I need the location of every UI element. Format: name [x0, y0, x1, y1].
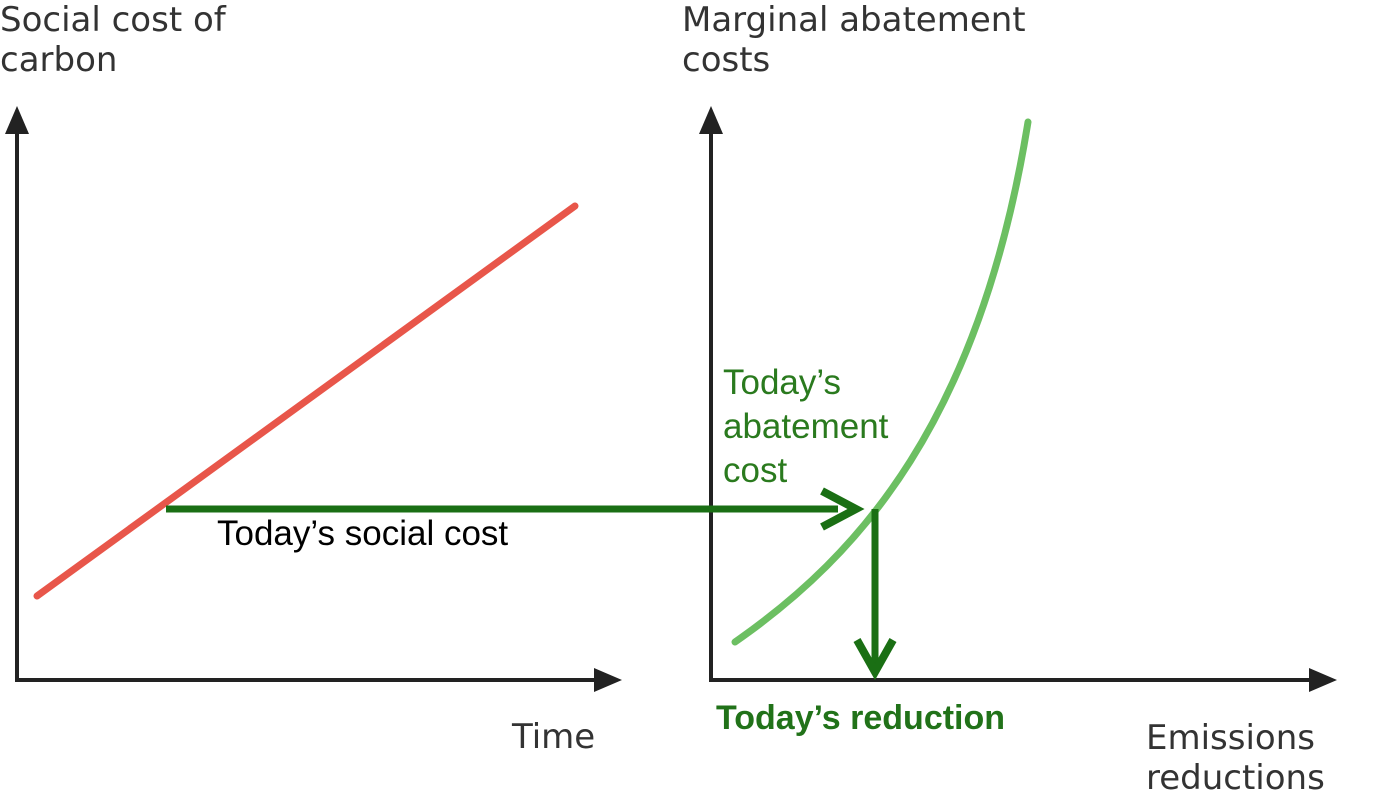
left-y-axis-title-line2: carbon: [0, 40, 118, 80]
left-y-axis-title-line1: Social cost of: [0, 0, 226, 40]
right-y-axis-arrowhead: [699, 106, 723, 134]
abatement-cost-label: Today’s abatement cost: [723, 361, 888, 493]
abatement-cost-curve: [731, 118, 1032, 646]
left-y-axis-arrowhead: [5, 106, 29, 134]
left-x-axis-title-text: Time: [512, 717, 596, 757]
right-x-axis-title: Emissions reductions: [1146, 718, 1325, 798]
social-cost-label: Today’s social cost: [217, 514, 509, 553]
right-y-axis-title-line1: Marginal abatement: [682, 0, 1026, 40]
right-x-axis-title-line1: Emissions: [1146, 718, 1315, 758]
abatement-cost-label-line3: cost: [723, 451, 788, 490]
left-x-axis-arrowhead: [594, 668, 622, 692]
reduction-arrowhead: [853, 638, 897, 681]
social-cost-line: [33, 202, 579, 600]
abatement-cost-label-line2: abatement: [723, 407, 889, 446]
right-x-axis-title-line2: reductions: [1146, 758, 1325, 798]
right-y-axis-title: Marginal abatement costs: [682, 0, 1026, 80]
reduction-label: Today’s reduction: [716, 699, 1006, 737]
left-x-axis-title: Time: [512, 717, 595, 757]
right-y-axis-title-line2: costs: [682, 40, 771, 80]
social-cost-arrowhead: [820, 487, 865, 531]
left-y-axis-title: Social cost of carbon: [0, 0, 226, 80]
abatement-cost-label-line1: Today’s: [723, 363, 842, 402]
right-x-axis-arrowhead: [1309, 668, 1337, 692]
